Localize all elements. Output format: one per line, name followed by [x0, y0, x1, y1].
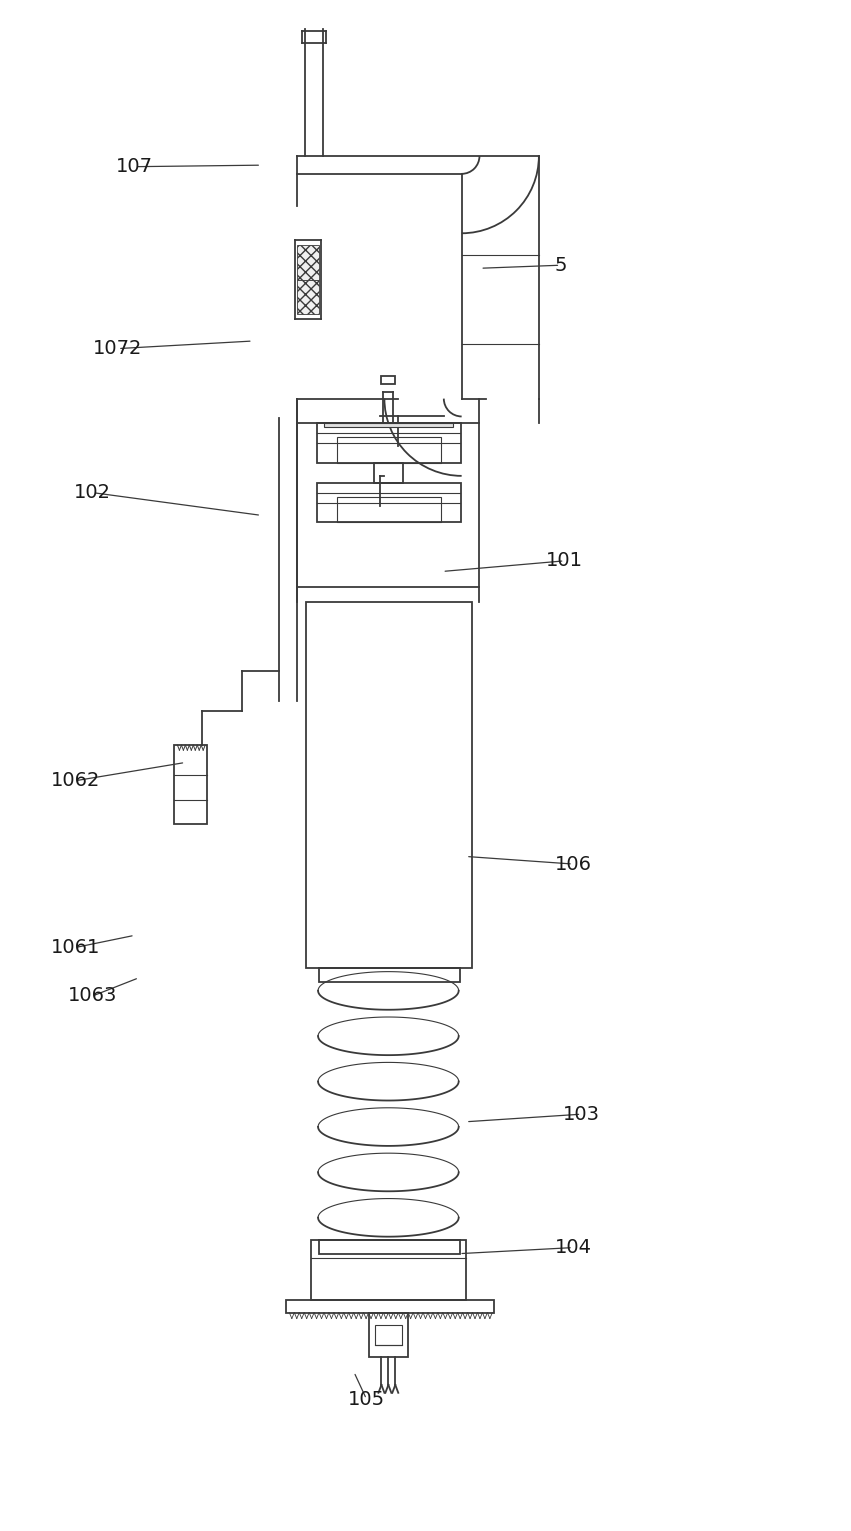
Bar — [319, 968, 460, 981]
Bar — [381, 375, 396, 384]
Text: 103: 103 — [563, 1105, 600, 1124]
Bar — [337, 438, 441, 462]
Text: 104: 104 — [555, 1239, 591, 1257]
Text: 1062: 1062 — [51, 772, 100, 790]
Text: 1072: 1072 — [94, 338, 143, 358]
Bar — [317, 482, 460, 522]
Text: 107: 107 — [117, 158, 153, 176]
Bar — [374, 1326, 403, 1346]
Bar — [297, 280, 319, 314]
Text: 105: 105 — [348, 1390, 385, 1409]
Bar — [174, 746, 207, 824]
Text: 5: 5 — [554, 256, 567, 274]
Bar — [324, 424, 453, 427]
Bar — [287, 1300, 494, 1312]
Text: 1061: 1061 — [51, 939, 100, 957]
Bar — [317, 424, 460, 462]
Text: 102: 102 — [74, 484, 111, 502]
Bar — [319, 1240, 460, 1254]
Bar — [306, 602, 471, 968]
Text: 1063: 1063 — [68, 986, 117, 1006]
Bar — [297, 245, 319, 280]
Text: 101: 101 — [546, 551, 583, 571]
Bar — [311, 1240, 465, 1300]
Text: 106: 106 — [555, 854, 591, 874]
Bar — [337, 496, 441, 522]
Bar — [368, 1312, 408, 1356]
Bar — [374, 462, 403, 482]
